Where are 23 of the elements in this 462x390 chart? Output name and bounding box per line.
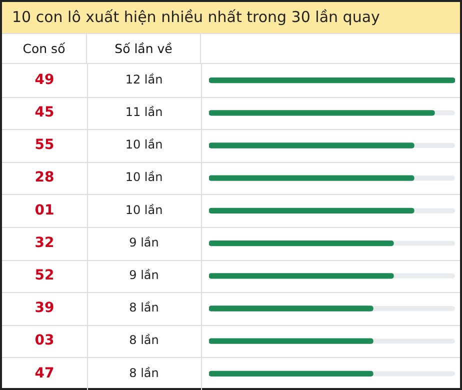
data-label: 8 lần [129,366,159,380]
x-axis-title: Số lần về [87,34,201,63]
chart-title: 10 con lô xuất hiện nhiều nhất trong 30 lần quay [2,2,460,34]
y-tick-label: 55 [34,137,54,154]
data-label: 10 lần [125,202,163,217]
data-label: 8 lần [129,300,159,315]
y-tick-label: 03 [34,332,54,349]
data-label: 8 lần [129,333,159,348]
data-label: 9 lần [129,268,159,282]
y-axis-title: Con số [2,34,87,63]
y-tick-label: 47 [34,365,54,382]
data-label: 10 lần [125,138,163,152]
data-label: 11 lần [125,105,163,120]
y-tick-label: 01 [34,202,54,218]
y-tick-label: 45 [34,104,54,121]
y-tick-label: 28 [34,170,54,186]
data-label: 12 lần [125,72,163,86]
y-tick-label: 39 [34,300,54,316]
y-tick-label: 52 [34,268,54,284]
data-label: 10 lần [125,170,163,184]
y-tick-label: 49 [34,72,54,88]
y-tick-label: 32 [34,234,54,251]
data-label: 9 lần [129,235,159,250]
